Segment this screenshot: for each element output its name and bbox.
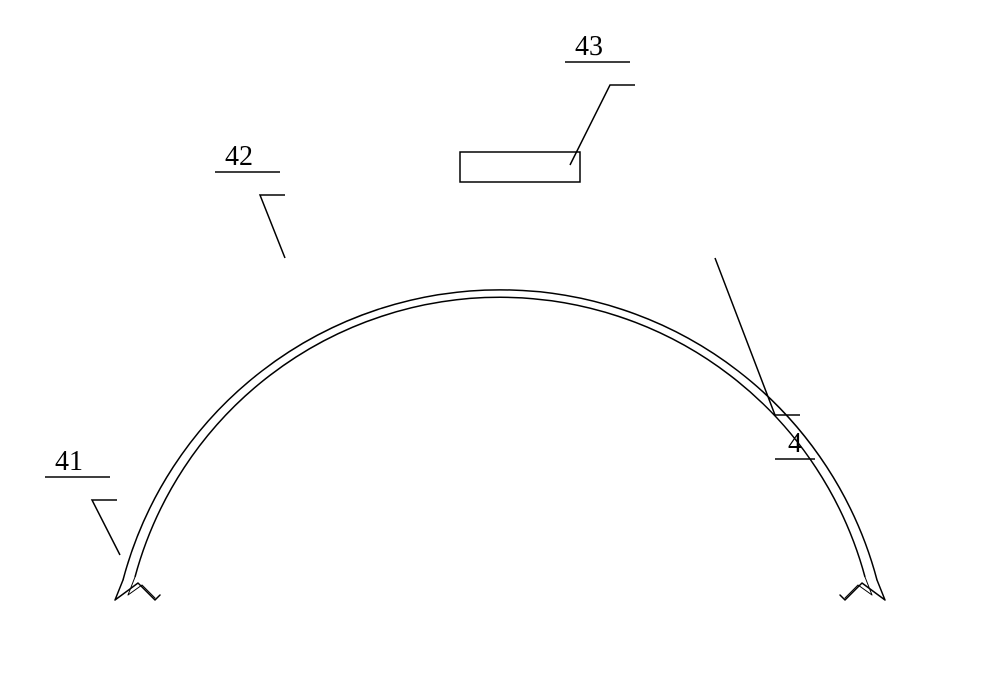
inner-arc [135,297,865,577]
label-43: 43 [575,31,603,62]
technical-diagram: 43 42 4 41 [0,0,1000,700]
leader-41: 41 [45,446,120,555]
outer-arc [123,290,877,580]
label-42: 42 [225,141,253,172]
label-41: 41 [55,446,83,477]
leader-43: 43 [565,31,635,165]
right-hook [840,577,885,600]
leader-42: 42 [215,141,285,258]
top-block [460,152,580,182]
main-arc-assembly [123,290,877,580]
leader-4: 4 [715,258,815,459]
left-hook [115,577,160,600]
label-4: 4 [788,428,802,459]
